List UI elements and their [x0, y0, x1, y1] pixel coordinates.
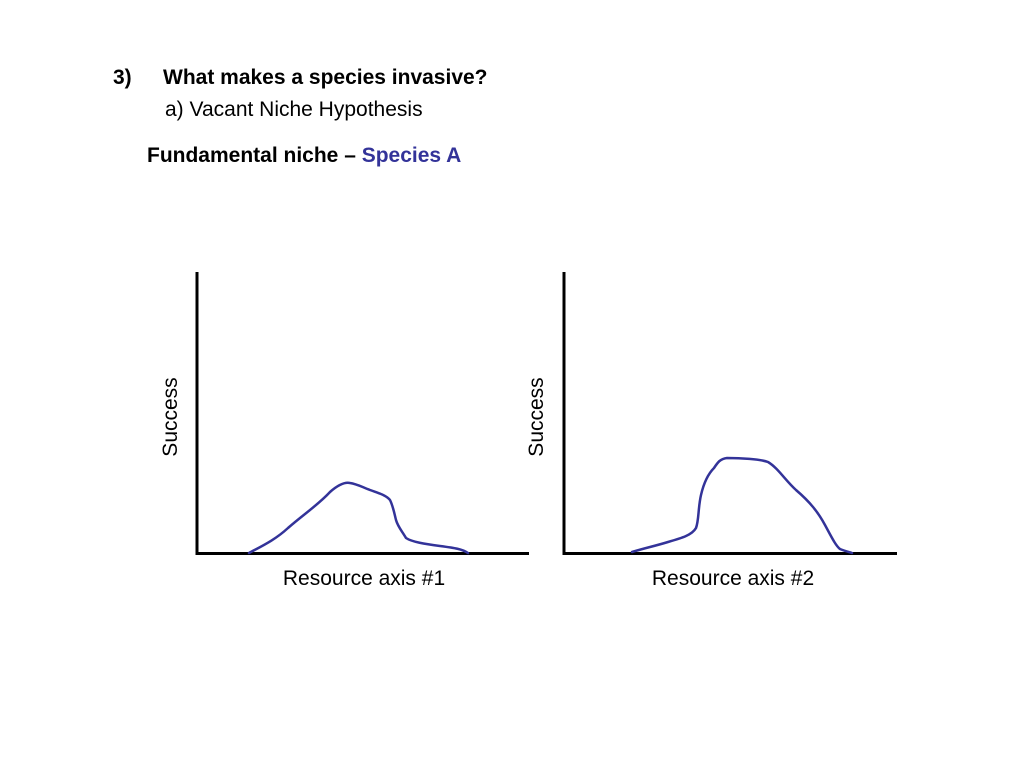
y-axis-label: Success [159, 377, 182, 456]
x-axis-label: Resource axis #2 [652, 567, 814, 590]
graph-resource-axis-2: Success Resource axis #2 [525, 272, 897, 590]
niche-label: Fundamental niche – [147, 144, 356, 167]
heading-number: 3) [113, 66, 132, 89]
y-axis-label: Success [525, 377, 548, 456]
subheading: a) Vacant Niche Hypothesis [165, 98, 423, 121]
niche-title: Fundamental niche – Species A [147, 144, 461, 168]
graph-resource-axis-1: Success Resource axis #1 [159, 272, 529, 590]
species-label: Species A [361, 144, 462, 167]
heading-text: What makes a species invasive? [163, 66, 488, 89]
niche-curve [247, 481, 470, 555]
slide-heading: 3) What makes a species invasive? [113, 66, 488, 90]
niche-curve [630, 456, 854, 555]
x-axis-label: Resource axis #1 [283, 567, 445, 590]
